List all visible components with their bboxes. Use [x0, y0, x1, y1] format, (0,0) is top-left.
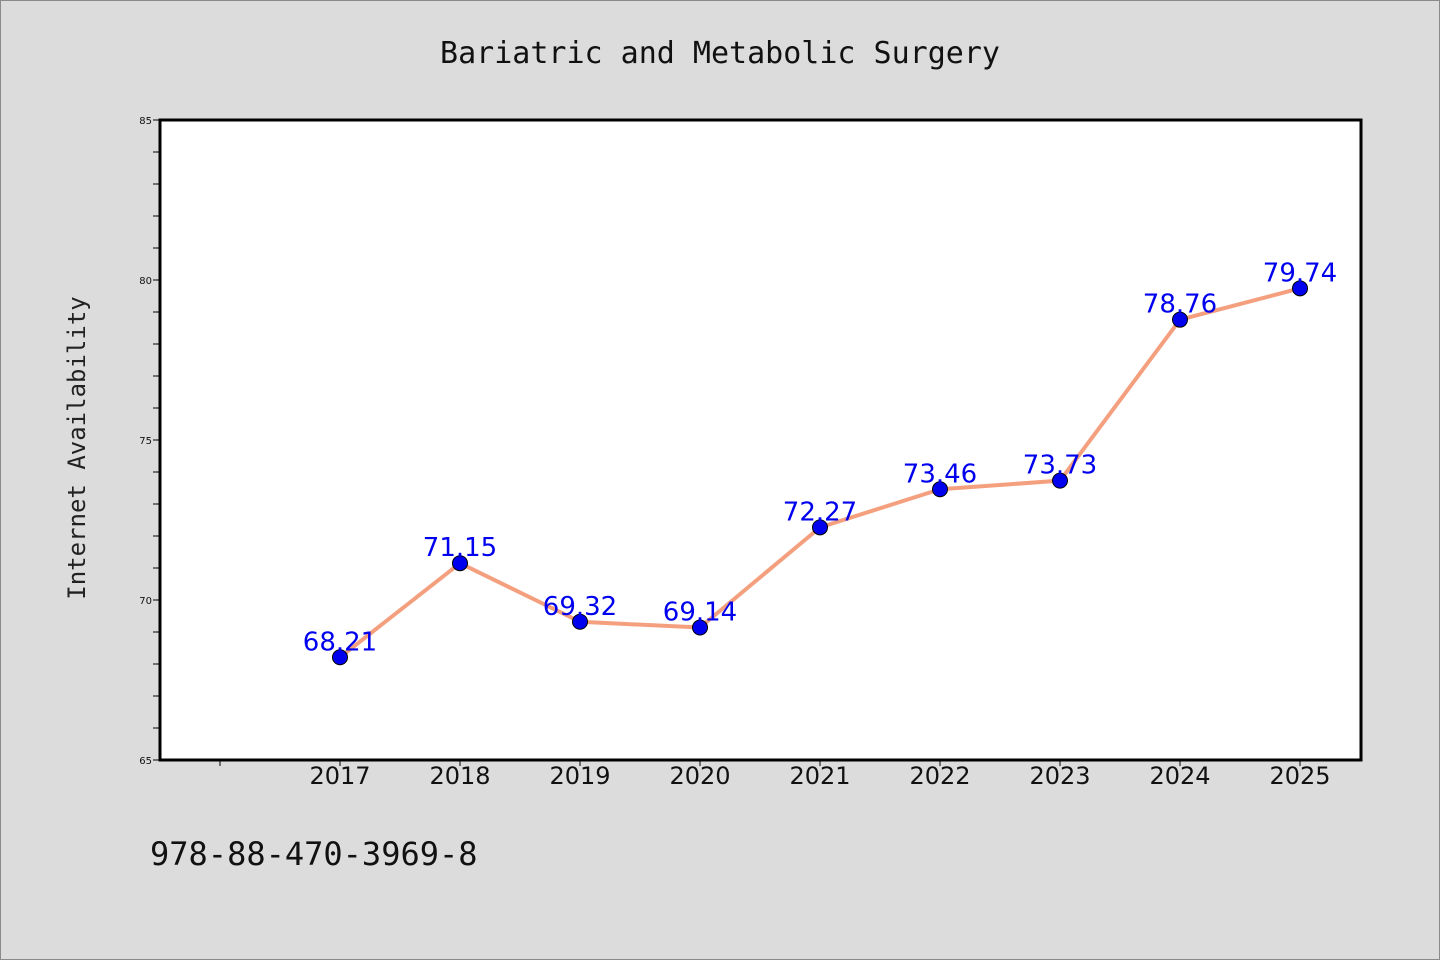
y-tick-label: 80 — [139, 276, 152, 287]
data-point — [932, 481, 948, 498]
data-label: 72.27 — [783, 497, 857, 527]
axis-ticks — [153, 119, 1301, 766]
data-label: 78.76 — [1143, 290, 1217, 320]
x-tick-label: 2020 — [669, 762, 730, 790]
y-tick-labels: 65 70 75 80 85 — [139, 116, 152, 767]
y-tick-label: 70 — [139, 596, 152, 607]
data-point — [692, 619, 708, 636]
x-tick-label: 2019 — [549, 762, 610, 790]
chart-title: Bariatric and Metabolic Surgery — [440, 36, 1000, 71]
data-point — [332, 649, 348, 666]
plot-area — [158, 118, 1363, 762]
data-label: 69.14 — [663, 598, 737, 628]
x-tick-label: 2023 — [1029, 762, 1090, 790]
data-point — [1172, 311, 1188, 328]
y-tick-label: 65 — [139, 756, 152, 767]
x-tick-label: 2018 — [429, 762, 490, 790]
data-point — [452, 555, 468, 572]
data-point — [1292, 280, 1308, 297]
y-tick-label: 75 — [139, 436, 152, 447]
x-tick-label: 2024 — [1149, 762, 1210, 790]
data-label: 68.21 — [303, 627, 377, 657]
x-tick-label: 2025 — [1269, 762, 1330, 790]
data-label: 69.32 — [543, 592, 617, 622]
x-tick-label: 2017 — [309, 762, 370, 790]
data-label: 79.74 — [1263, 258, 1337, 288]
data-point — [812, 519, 828, 536]
x-tick-label: 2022 — [909, 762, 970, 790]
data-labels: 68.21 71.15 69.32 69.14 72.27 73.46 73.73 78.76… — [303, 258, 1337, 657]
x-tick-label: 2021 — [789, 762, 850, 790]
footnote-isbn: 978-88-470-3969-8 — [150, 835, 478, 873]
data-markers — [332, 280, 1308, 666]
data-label: 71.15 — [423, 533, 497, 563]
data-label: 73.73 — [1023, 451, 1097, 481]
data-point — [572, 613, 588, 630]
y-axis-label: Internet Availability — [63, 296, 91, 599]
data-label: 73.46 — [903, 459, 977, 489]
y-tick-label: 85 — [139, 116, 152, 127]
data-point — [1052, 472, 1068, 489]
x-tick-labels: 2017 2018 2019 2020 2021 2022 2023 2024 2025 — [309, 762, 1330, 790]
